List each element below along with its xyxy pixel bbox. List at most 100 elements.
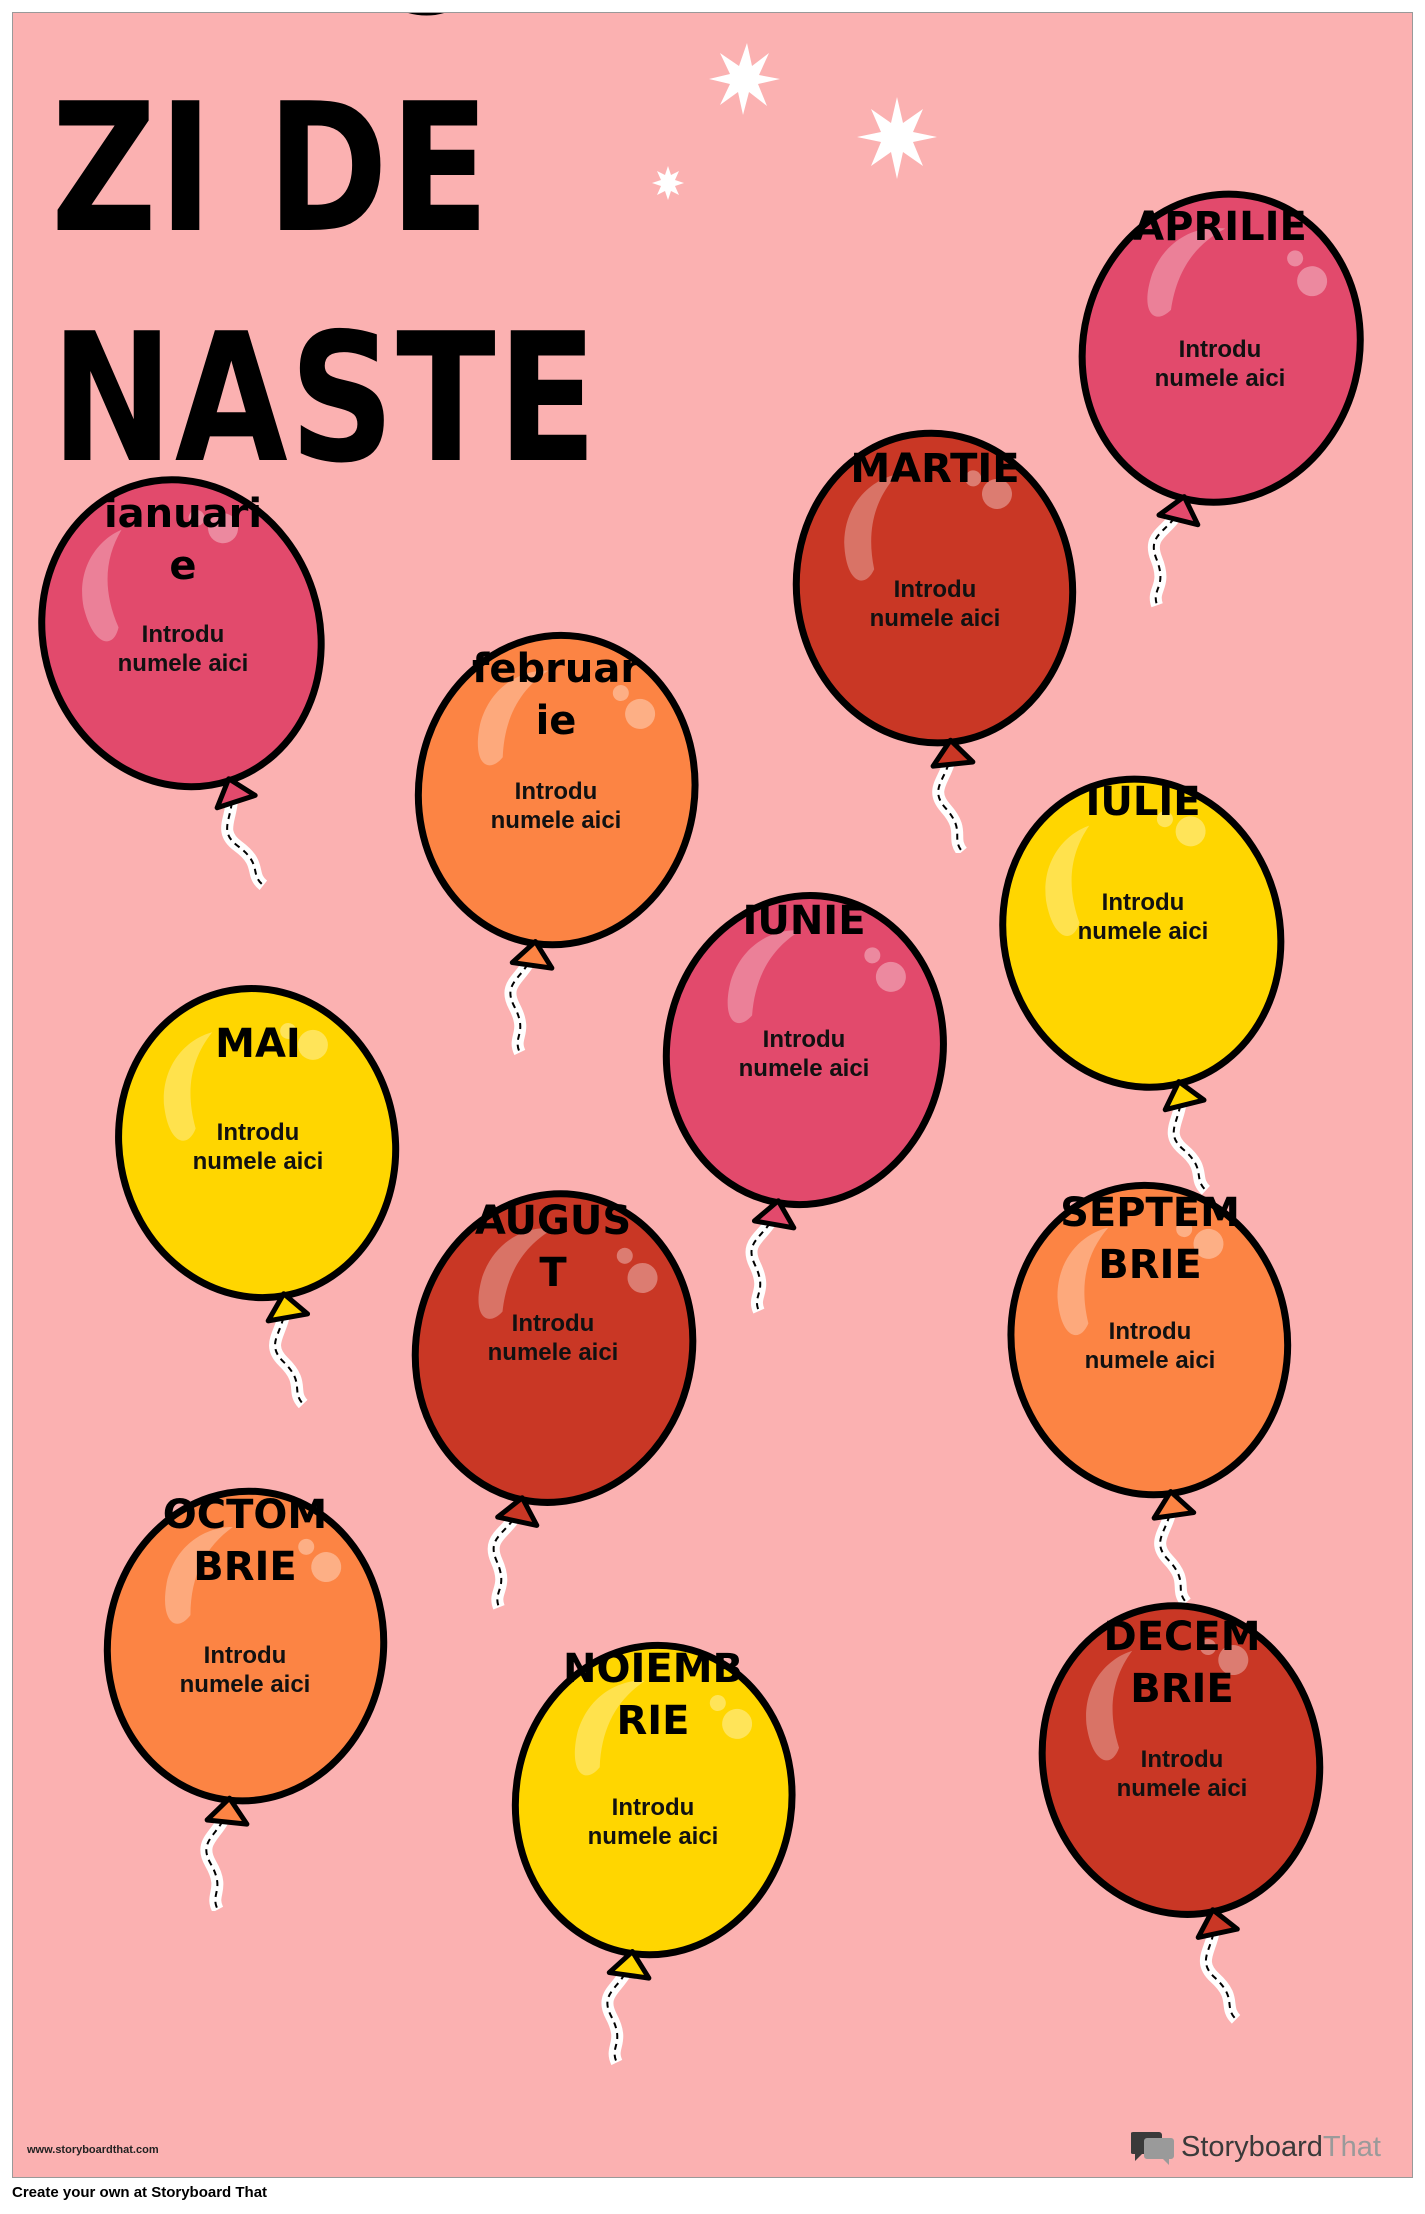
sparkle-star-icon (709, 43, 780, 115)
balloon-gleam (280, 1022, 297, 1039)
sparkle-star-icon (857, 97, 937, 179)
name-placeholder[interactable]: Introdu numele aici (587, 1794, 719, 1850)
poster: FLACÃRI ZI DE NASTE RE ianuarie Introdu … (12, 12, 1413, 2178)
name-placeholder[interactable]: Introdu numele aici (1084, 1318, 1216, 1374)
month-label: AUGUST (474, 1198, 632, 1296)
brand-light: That (1322, 2131, 1381, 2163)
watermark-url[interactable]: www.storyboardthat.com (27, 2144, 159, 2156)
poster-title-line-3: NASTE (51, 295, 599, 502)
month-label: MAI (215, 1021, 301, 1067)
balloon-gleam (709, 1695, 726, 1712)
balloon-knot (930, 737, 976, 769)
month-label: IULIE (1085, 779, 1201, 825)
balloon-gleam (311, 1552, 342, 1583)
name-placeholder[interactable]: Introdu numele aici (487, 1310, 619, 1366)
balloon-gleam (1175, 816, 1206, 847)
balloon-knot (1195, 1907, 1240, 1940)
name-placeholder[interactable]: Introdu numele aici (1154, 336, 1286, 392)
storyboardthat-wordmark: StoryboardThat (1181, 2125, 1381, 2169)
balloon-knot (495, 1495, 540, 1528)
balloon-knot (265, 1291, 311, 1324)
balloon-gleam (297, 1029, 328, 1060)
balloon-gleam (1176, 1221, 1193, 1238)
month-label: MARTIE (850, 446, 1020, 492)
balloon-gleam (1156, 811, 1173, 828)
balloon-knot (1151, 1489, 1197, 1521)
name-placeholder[interactable]: Introdu numele aici (490, 778, 622, 834)
balloon-octombrie: OCTOMBRIE Introdu numele aici (95, 1481, 425, 1911)
balloon-shape (115, 985, 400, 1408)
balloon-highlight (1057, 1227, 1109, 1336)
balloon-shape (103, 1487, 388, 1911)
balloon-layer: ianuarie Introdu numele aici februarie I… (13, 13, 1412, 2177)
name-placeholder[interactable]: Introdu numele aici (738, 1026, 870, 1082)
balloon-august: AUGUST Introdu numele aici (403, 1183, 733, 1613)
balloon-gleam (722, 1708, 753, 1739)
balloon-gleam (1200, 1639, 1217, 1656)
balloon-gleam (1297, 266, 1328, 297)
balloon-gleam (616, 1247, 633, 1264)
balloon-highlight (727, 930, 801, 1024)
balloon-highlight (165, 1527, 233, 1624)
name-placeholder[interactable]: Introdu numele aici (869, 576, 1001, 632)
month-label: februarie (471, 646, 641, 744)
balloon-knot (1162, 1079, 1207, 1113)
storyboardthat-logo-icon (1131, 2132, 1174, 2165)
balloon-shape (1078, 190, 1364, 608)
balloon-iulie: IULIE Introdu numele aici (993, 768, 1323, 1198)
balloon-highlight (1147, 227, 1226, 317)
name-placeholder[interactable]: Introdu numele aici (117, 621, 249, 677)
sparkle-star-icon (652, 166, 684, 200)
month-label: DECEMBRIE (1103, 1614, 1261, 1712)
brand-bold: Storyboard (1181, 2131, 1323, 2163)
balloon-shape (999, 775, 1285, 1195)
balloon-highlight (1086, 1650, 1133, 1761)
name-placeholder[interactable]: Introdu numele aici (1116, 1746, 1248, 1802)
name-placeholder[interactable]: Introdu numele aici (1077, 889, 1209, 945)
balloon-gleam (208, 513, 239, 544)
balloon-gleam (627, 1262, 658, 1293)
balloon-shape (662, 892, 947, 1314)
month-label: NOIEMBRIE (563, 1646, 743, 1744)
balloon-gleam (875, 961, 906, 992)
poster-title-line-2: ZI DE (51, 65, 492, 272)
balloon-gleam (188, 509, 205, 526)
balloon-shape (511, 1641, 796, 2065)
month-label: IUNIE (742, 898, 866, 944)
balloon-gleam (298, 1538, 315, 1555)
balloon-shape (1007, 1181, 1292, 1605)
balloon-highlight (478, 1228, 554, 1319)
name-placeholder[interactable]: Introdu numele aici (192, 1119, 324, 1175)
balloon-gleam (1287, 250, 1304, 267)
month-label: APRILIE (1133, 204, 1307, 250)
poster-title-line-1: FLACÃRI (51, 13, 755, 41)
balloon-martie: MARTIE Introdu numele aici (785, 423, 1115, 853)
balloon-februarie: februarie Introdu numele aici (406, 625, 736, 1055)
balloon-mai: MAI Introdu numele aici (108, 978, 438, 1408)
balloon-gleam (625, 698, 656, 729)
balloon-iunie: IUNIE Introdu numele aici (654, 885, 984, 1315)
month-label: SEPTEMBRIE (1060, 1190, 1240, 1288)
balloon-ianuarie: ianuarie Introdu numele aici (33, 468, 363, 898)
balloon-highlight (477, 670, 549, 766)
balloon-shape (414, 631, 699, 1055)
balloon-gleam (1193, 1228, 1224, 1259)
balloon-gleam (981, 478, 1012, 509)
balloon-shape (38, 476, 325, 890)
balloon-aprilie: APRILIE Introdu numele aici (1070, 183, 1400, 613)
balloon-highlight (163, 1032, 213, 1141)
balloon-highlight (574, 1680, 646, 1776)
balloon-knot (606, 1949, 652, 1981)
balloon-gleam (864, 947, 881, 964)
month-label: ianuarie (103, 491, 263, 589)
balloon-highlight (844, 474, 898, 581)
balloon-noiembrie: NOIEMBRIE Introdu numele aici (503, 1635, 833, 2065)
balloon-gleam (965, 470, 982, 487)
balloon-shape (792, 429, 1077, 853)
balloon-highlight (82, 529, 122, 642)
balloon-knot (1156, 494, 1201, 528)
name-placeholder[interactable]: Introdu numele aici (179, 1642, 311, 1698)
month-label: OCTOMBRIE (162, 1492, 328, 1590)
footer-credit[interactable]: Create your own at Storyboard That (12, 2184, 268, 2201)
balloon-shape (411, 1190, 697, 1610)
